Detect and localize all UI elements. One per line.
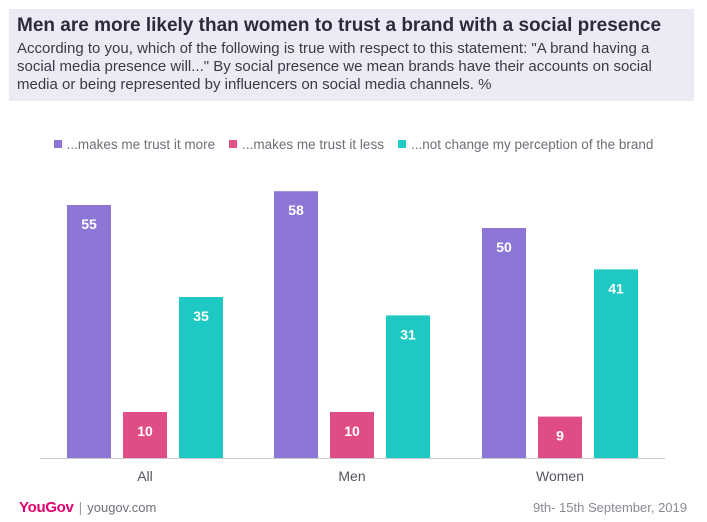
legend: ...makes me trust it more ...makes me tr…: [0, 134, 707, 154]
bar-value-label: 41: [608, 280, 624, 296]
bar-value-label: 55: [81, 216, 97, 232]
legend-swatch-trust-more: [53, 140, 62, 148]
legend-label-trust-less: ...makes me trust it less: [242, 136, 384, 152]
bar-women-trust-more: [482, 228, 526, 458]
bar-value-label: 10: [344, 423, 360, 439]
bar-value-label: 50: [496, 239, 512, 255]
yougov-logo: YouGov: [19, 499, 74, 516]
bar-women-no-change: [594, 269, 638, 458]
footer-brand: YouGov | yougov.com: [19, 499, 156, 516]
bar-men-trust-more: [274, 191, 318, 458]
bar-value-label: 10: [137, 423, 153, 439]
legend-swatch-trust-less: [229, 140, 238, 148]
bar-value-label: 31: [400, 326, 416, 342]
bar-men-no-change: [386, 315, 430, 458]
category-label-men: Men: [338, 468, 365, 484]
bar-value-label: 35: [193, 308, 209, 324]
bar-all-no-change: [179, 297, 223, 458]
footer-date: 9th- 15th September, 2019: [533, 500, 687, 515]
legend-item-no-change: ...not change my perception of the brand: [397, 136, 654, 152]
bar-men-trust-less: [330, 412, 374, 458]
legend-label-trust-more: ...makes me trust it more: [66, 136, 216, 152]
legend-swatch-no-change: [397, 140, 406, 148]
category-label-all: All: [137, 468, 153, 484]
legend-label-no-change: ...not change my perception of the brand: [410, 136, 654, 152]
bar-all-trust-less: [123, 412, 167, 458]
footer-site: yougov.com: [87, 500, 157, 515]
category-label-women: Women: [536, 468, 584, 484]
legend-item-trust-less: ...makes me trust it less: [229, 137, 384, 152]
header-panel: Men are more likely than women to trust …: [9, 9, 694, 101]
bar-women-trust-less: [538, 416, 582, 458]
footer-separator: |: [78, 499, 83, 515]
chart-title: Men are more likely than women to trust …: [17, 15, 662, 36]
bar-value-label: 9: [556, 428, 564, 444]
chart-subtitle: According to you, which of the following…: [17, 40, 652, 93]
legend-item-trust-more: ...makes me trust it more: [53, 136, 216, 152]
bar-all-trust-more: [67, 205, 111, 458]
bar-value-label: 58: [288, 202, 304, 218]
